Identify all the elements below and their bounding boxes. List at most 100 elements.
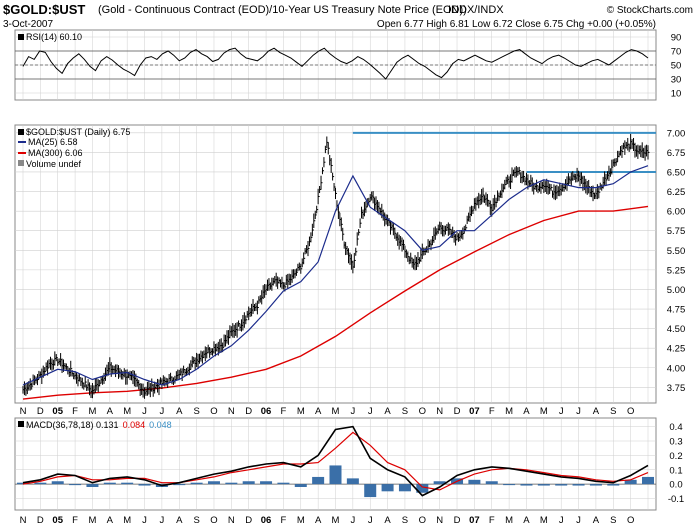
price-tick-label: 4.50 xyxy=(667,324,686,335)
macd-tick-label: 0.4 xyxy=(669,422,682,433)
histogram-bar xyxy=(294,484,307,487)
x-tick-label: M xyxy=(332,515,340,526)
x-tick-label: 07 xyxy=(469,406,480,417)
price-tick-label: 5.00 xyxy=(667,285,686,296)
rsi-label: RSI(14) 60.10 xyxy=(26,32,82,42)
price-tick-label: 4.25 xyxy=(667,344,686,355)
macd-tick-label: 0.0 xyxy=(669,480,682,491)
x-tick-label: M xyxy=(505,515,513,526)
signal-legend-value: 0.084 xyxy=(123,420,146,430)
volume-legend-swatch xyxy=(18,160,24,166)
rsi-tick-label: 10 xyxy=(671,89,682,100)
x-tick-label: 05 xyxy=(52,406,63,417)
ma25-legend-label: MA(25) 6.58 xyxy=(28,137,78,147)
histogram-legend-value: 0.048 xyxy=(149,420,172,430)
histogram-bar xyxy=(207,481,220,485)
rsi-layer: 90 70 50 30 10 xyxy=(15,30,681,100)
x-tick-label: D xyxy=(37,406,44,417)
price-tick-label: 3.75 xyxy=(667,383,686,394)
macd-legend-value: MACD(36,78,18) 0.131 xyxy=(26,420,119,430)
x-tick-label: A xyxy=(107,406,114,417)
price-tick-label: 6.75 xyxy=(667,148,686,159)
macd-legend-swatch xyxy=(18,421,24,427)
histogram-bar xyxy=(416,484,429,493)
histogram-bar xyxy=(624,479,637,485)
histogram-bar xyxy=(364,484,377,498)
macd-x-axis: N D 05 F M A M J J A S O N D 06 F M A M J J A S O N D 07 F M A M J J A S O xyxy=(20,515,635,526)
price-tick-label: 6.00 xyxy=(667,207,686,218)
x-tick-label: 06 xyxy=(261,515,272,526)
x-tick-label: N xyxy=(436,406,443,417)
header-ohlc: Open 6.77 High 6.81 Low 6.72 Close 6.75 … xyxy=(377,19,656,30)
x-tick-label: O xyxy=(627,406,634,417)
histogram-bar xyxy=(555,484,568,486)
price-tick-label: 4.00 xyxy=(667,363,686,374)
x-tick-label: M xyxy=(88,515,96,526)
x-tick-label: M xyxy=(540,406,548,417)
x-tick-label: J xyxy=(559,406,564,417)
x-tick-label: F xyxy=(489,406,495,417)
x-tick-label: A xyxy=(523,515,530,526)
histogram-bar xyxy=(312,476,325,485)
histogram-bar xyxy=(86,484,99,487)
x-tick-label: S xyxy=(402,406,408,417)
x-tick-label: 07 xyxy=(469,515,480,526)
histogram-bar xyxy=(225,482,238,485)
x-tick-label: S xyxy=(402,515,408,526)
x-tick-label: 05 xyxy=(52,515,63,526)
histogram-bar xyxy=(468,479,481,485)
ma25-line xyxy=(22,165,649,386)
x-tick-label: M xyxy=(505,406,513,417)
x-tick-label: A xyxy=(384,406,391,417)
x-tick-label: A xyxy=(593,515,600,526)
x-tick-label: M xyxy=(88,406,96,417)
macd-tick-label: 0.1 xyxy=(669,465,682,476)
rsi-tick-label: 90 xyxy=(671,33,682,44)
x-tick-label: S xyxy=(610,515,616,526)
ma300-legend-label: MA(300) 6.06 xyxy=(28,148,83,158)
histogram-bar xyxy=(642,476,654,485)
x-tick-label: J xyxy=(142,406,147,417)
rsi-tick-label: 30 xyxy=(671,75,682,86)
x-tick-label: M xyxy=(297,406,305,417)
price-x-axis: N D 05 F M A M J J A S O N D 06 F M A M J J A S O N D 07 F M A M J J A S O xyxy=(20,406,635,417)
x-tick-label: S xyxy=(610,406,616,417)
x-tick-label: A xyxy=(384,515,391,526)
x-tick-label: J xyxy=(368,406,373,417)
watermark: © StockCharts.com xyxy=(607,5,693,16)
rsi-legend-swatch xyxy=(18,34,24,40)
signal-line xyxy=(22,431,649,491)
x-tick-label: A xyxy=(315,406,322,417)
x-tick-label: D xyxy=(37,515,44,526)
price-tick-label: 7.00 xyxy=(667,128,686,139)
x-tick-label: J xyxy=(160,406,165,417)
rsi-line xyxy=(22,47,649,80)
x-tick-label: N xyxy=(228,406,235,417)
x-tick-label: J xyxy=(350,515,355,526)
x-tick-label: J xyxy=(576,406,581,417)
x-tick-label: J xyxy=(142,515,147,526)
histogram-bar xyxy=(381,484,394,492)
x-tick-label: D xyxy=(454,406,461,417)
macd-line xyxy=(22,425,649,497)
x-tick-label: M xyxy=(332,406,340,417)
rsi-tick-label: 70 xyxy=(671,47,682,58)
x-tick-label: A xyxy=(593,406,600,417)
x-tick-label: F xyxy=(72,515,78,526)
x-tick-label: S xyxy=(193,515,199,526)
price-tick-label: 4.75 xyxy=(667,305,686,316)
histogram-bar xyxy=(503,484,516,486)
price-tick-label: 6.50 xyxy=(667,167,686,178)
x-tick-label: S xyxy=(193,406,199,417)
macd-tick-label: 0.3 xyxy=(669,437,682,448)
histogram-bar xyxy=(51,481,64,485)
histogram-bar xyxy=(346,478,359,485)
histogram-bar xyxy=(17,482,29,485)
x-tick-label: N xyxy=(20,406,27,417)
header-symbol: $GOLD:$UST xyxy=(3,2,85,17)
x-tick-label: F xyxy=(72,406,78,417)
x-tick-label: D xyxy=(245,406,252,417)
price-legend: $GOLD:$UST (Daily) 6.75 MA(25) 6.58 MA(3… xyxy=(18,127,130,169)
x-tick-label: A xyxy=(523,406,530,417)
